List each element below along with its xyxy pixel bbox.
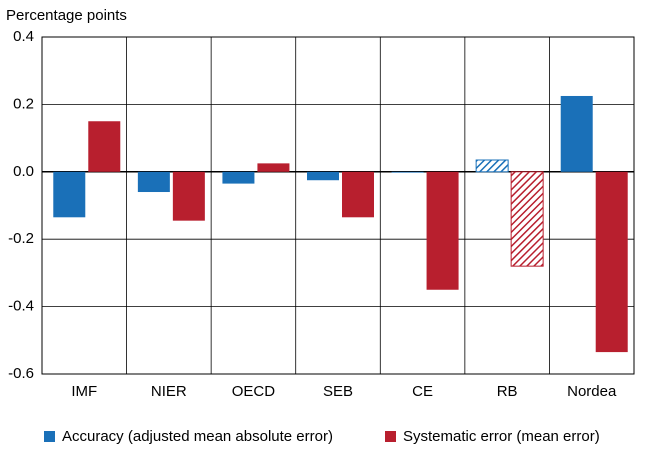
x-tick-label: NIER bbox=[151, 383, 187, 400]
legend-swatch bbox=[44, 431, 55, 442]
bar bbox=[595, 171, 628, 353]
bar bbox=[137, 171, 170, 193]
bar bbox=[222, 171, 255, 184]
bar bbox=[307, 171, 339, 181]
y-tick-label: -0.2 bbox=[8, 230, 34, 247]
bar bbox=[53, 171, 86, 218]
y-tick-label: 0.4 bbox=[13, 28, 34, 45]
legend-label: Systematic error (mean error) bbox=[403, 428, 600, 445]
y-tick-label: -0.4 bbox=[8, 298, 34, 315]
legend-swatch bbox=[385, 431, 396, 442]
legend-label: Accuracy (adjusted mean absolute error) bbox=[62, 428, 333, 445]
bar bbox=[475, 159, 509, 173]
y-axis-label: Percentage points bbox=[6, 7, 127, 24]
bar bbox=[391, 171, 424, 173]
bar bbox=[257, 163, 290, 172]
x-tick-label: RB bbox=[497, 383, 518, 400]
bar bbox=[172, 171, 205, 221]
bar bbox=[510, 171, 544, 267]
bar bbox=[342, 171, 374, 218]
y-tick-label: -0.6 bbox=[8, 365, 34, 382]
x-tick-label: SEB bbox=[323, 383, 353, 400]
x-tick-label: OECD bbox=[232, 383, 276, 400]
y-tick-label: 0.0 bbox=[13, 163, 34, 180]
bar bbox=[560, 95, 593, 172]
bar bbox=[88, 121, 121, 172]
bar bbox=[426, 171, 459, 290]
plot-frame bbox=[41, 36, 635, 375]
x-tick-label: CE bbox=[412, 383, 433, 400]
x-tick-label: Nordea bbox=[567, 383, 617, 400]
x-tick-label: IMF bbox=[71, 383, 97, 400]
y-tick-label: 0.2 bbox=[13, 95, 34, 112]
